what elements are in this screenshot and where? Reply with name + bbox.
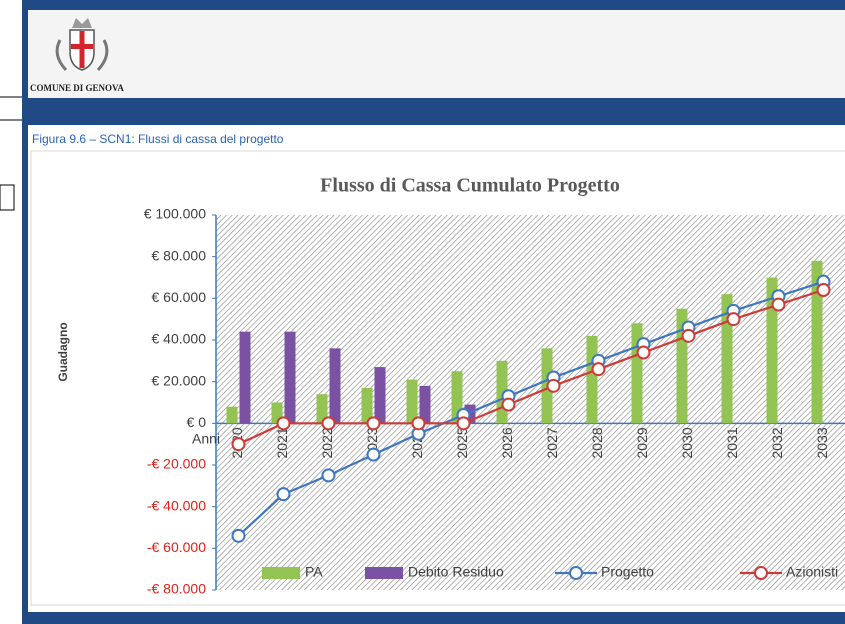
marker (456, 416, 471, 431)
marker (546, 378, 561, 393)
y-tick-label: -€ 40.000 (147, 497, 206, 513)
x-tick-label: 2029 (634, 427, 650, 458)
marker (636, 345, 651, 360)
bar (631, 323, 643, 424)
org-name: COMUNE DI GENOVA (30, 83, 124, 93)
marker (681, 328, 696, 343)
x-tick-label: 2025 (454, 427, 470, 458)
bar (419, 385, 431, 424)
y-tick-label: € 20.000 (152, 372, 207, 388)
bar (496, 360, 508, 424)
bar (451, 371, 463, 424)
bar (406, 379, 418, 424)
x-tick-label: 2032 (769, 427, 785, 458)
legend-label: Azionisti (786, 564, 838, 580)
y-tick-label: € 0 (187, 414, 207, 430)
y-tick-label: -€ 60.000 (147, 539, 206, 555)
legend-swatch (365, 567, 403, 579)
marker (276, 416, 291, 431)
bar (721, 294, 733, 424)
x-tick-label: 2026 (499, 427, 515, 458)
bar (586, 335, 598, 424)
bar (374, 367, 386, 424)
x-tick-label: 2021 (274, 427, 290, 458)
header-bar (28, 10, 845, 98)
marker (501, 397, 516, 412)
marker (366, 416, 381, 431)
bar (676, 308, 688, 424)
side-page (0, 0, 22, 624)
legend-label: Debito Residuo (408, 564, 504, 580)
x-tick-label: 2022 (319, 427, 335, 458)
legend-label: PA (305, 564, 323, 580)
y-tick-label: € 40.000 (152, 331, 207, 347)
line (237, 280, 824, 537)
bar (226, 406, 238, 424)
x-tick-label: 2030 (679, 427, 695, 458)
x-tick-label: 2028 (589, 427, 605, 458)
bar (766, 277, 778, 424)
y-axis-label: Guadagno (56, 322, 70, 381)
bar (811, 260, 823, 424)
legend-marker (569, 566, 583, 580)
chart-title: Flusso di Cassa Cumulato Progetto (320, 175, 620, 197)
marker (771, 297, 786, 312)
line (238, 288, 824, 446)
x-tick-label: 2031 (724, 427, 740, 458)
y-tick-label: -€ 80.000 (147, 581, 206, 597)
marker (321, 468, 336, 483)
legend-marker (754, 566, 768, 580)
bar (284, 331, 296, 424)
bar (361, 387, 373, 424)
bar (316, 394, 328, 424)
x-tick-label: 2033 (814, 427, 830, 458)
marker (231, 437, 246, 452)
y-tick-label: € 80.000 (152, 247, 207, 263)
marker (366, 447, 381, 462)
x-tick-label: 2027 (544, 427, 560, 458)
x-axis-label: Anni (192, 431, 220, 447)
marker (411, 416, 426, 431)
y-tick-label: -€ 20.000 (147, 456, 206, 472)
rule-box (0, 184, 15, 211)
logo (55, 18, 109, 72)
bar (271, 402, 283, 424)
y-tick-label: € 100.000 (144, 206, 206, 222)
y-tick-label: € 60.000 (152, 289, 207, 305)
marker (276, 487, 291, 502)
legend-label: Progetto (601, 564, 654, 580)
bar (239, 331, 251, 424)
marker (321, 416, 336, 431)
marker (726, 312, 741, 327)
marker (816, 283, 831, 297)
marker (231, 528, 246, 543)
plot: 2020202120222023202420252026202720282029… (216, 260, 845, 580)
bar (329, 348, 341, 424)
figure-caption: Figura 9.6 – SCN1: Flussi di cassa del p… (32, 132, 284, 146)
plot-area (216, 215, 845, 590)
legend-swatch (262, 567, 300, 579)
marker (591, 362, 606, 377)
